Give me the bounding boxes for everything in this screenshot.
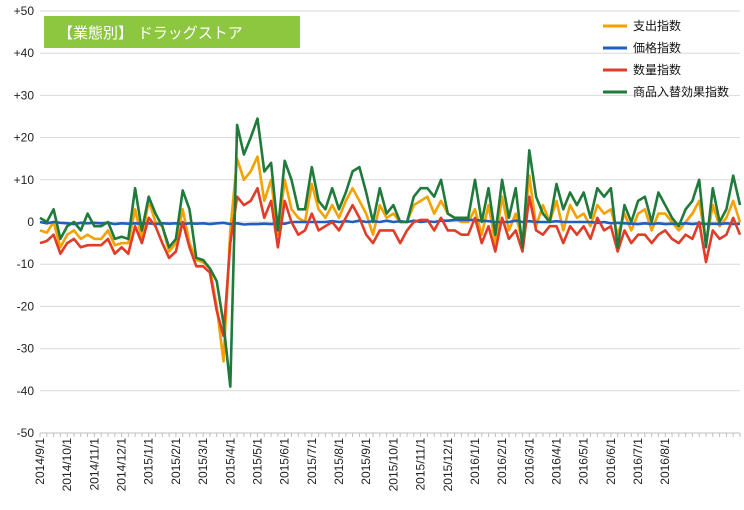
x-tick-label: 2015/9/1: [359, 438, 373, 485]
x-tick-label: 2015/4/1: [223, 438, 237, 485]
x-axis: 2014/9/1 2014/10/1 2014/11/1 2014/12/1 2015/…: [33, 432, 741, 492]
x-tick-label: 2016/7/1: [631, 438, 645, 485]
x-tick-label: 2016/4/1: [550, 438, 564, 485]
y-tick-label: 0: [27, 215, 34, 229]
x-tick-label: 2016/6/1: [604, 438, 618, 485]
y-tick-label: -10: [17, 257, 35, 271]
y-tick-labels: -50 -40 -30 -20 -10 0 +10 +20 +30 +40 +50: [14, 4, 35, 440]
x-tick-label: 2016/1/1: [468, 438, 482, 485]
x-tick-label: 2015/8/1: [332, 438, 346, 485]
x-tick-label: 2015/11/1: [414, 438, 428, 491]
x-tick-label: 2016/5/1: [577, 438, 591, 485]
y-tick-label: -50: [17, 426, 35, 440]
y-tick-label: +40: [14, 46, 35, 60]
y-tick-label: +20: [14, 131, 35, 145]
chart-title: 【業態別】 ドラッグストア: [44, 16, 300, 48]
series-line: [39, 186, 742, 338]
x-tick-label: 2015/6/1: [278, 438, 292, 485]
legend-label: 商品入替効果指数: [633, 84, 729, 99]
legend-label: 支出指数: [633, 18, 681, 33]
x-tick-label: 2016/3/1: [522, 438, 536, 485]
x-tick-label: 2015/7/1: [305, 438, 319, 485]
legend-label: 数量指数: [633, 62, 681, 77]
y-tick-label: +30: [14, 88, 35, 102]
y-tick-label: -20: [17, 299, 35, 313]
x-tick-label: 2015/10/1: [386, 438, 400, 492]
x-tick-label: 2015/2/1: [169, 438, 183, 485]
x-tick-label: 2016/8/1: [658, 438, 672, 485]
series-line: [39, 117, 742, 388]
x-tick-label: 2014/11/1: [87, 438, 101, 491]
x-tick-label: 2015/12/1: [441, 438, 455, 492]
series-lines: [39, 117, 742, 388]
title-background: [44, 16, 300, 48]
legend-label: 価格指数: [633, 40, 681, 55]
y-tick-label: +10: [14, 173, 35, 187]
x-tick-label: 2016/2/1: [495, 438, 509, 485]
x-tick-label: 2014/10/1: [60, 438, 74, 492]
y-tick-label: +50: [14, 4, 35, 18]
y-tick-label: -30: [17, 342, 35, 356]
x-tick-label: 2015/1/1: [142, 438, 156, 485]
x-tick-label: 2015/5/1: [250, 438, 264, 485]
x-tick-label: 2015/3/1: [196, 438, 210, 485]
series-line: [39, 218, 741, 226]
x-tick-label: 2014/12/1: [115, 438, 129, 492]
series-line: [39, 155, 742, 363]
title-text: 【業態別】 ドラッグストア: [58, 24, 243, 42]
x-tick-label: 2014/9/1: [33, 438, 47, 485]
y-tick-label: -40: [17, 384, 35, 398]
